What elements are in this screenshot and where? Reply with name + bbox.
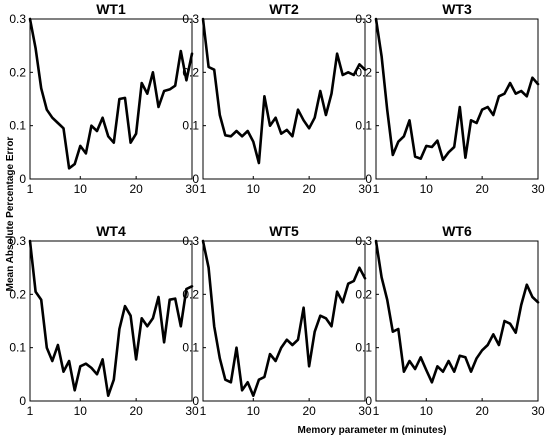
wt1-plot-area: [29, 18, 193, 180]
wt4-plot-area: [29, 240, 193, 402]
wt6-x-tick-label: 10: [420, 404, 434, 418]
wt6-x-tick-label: 1: [373, 404, 380, 418]
wt5-y-tick-label: 0.2: [182, 287, 199, 301]
wt4-x-tick-label: 20: [129, 404, 143, 418]
wt2-x-tick-label: 10: [247, 182, 261, 196]
wt6-y-tick-label: 0.3: [355, 234, 372, 248]
wt2-x-tick-label: 20: [302, 182, 316, 196]
wt4-x-tick-label: 10: [74, 404, 88, 418]
wt4-x-tick-label: 30: [185, 404, 199, 418]
wt3-error-line: [374, 17, 540, 162]
wt6-y-tick-label: 0.1: [355, 341, 372, 355]
wt5-x-tick-label: 1: [200, 404, 207, 418]
wt4-title: WT4: [96, 223, 126, 239]
wt6-x-tick-label: 30: [531, 404, 545, 418]
wt2-y-tick-label: 0.3: [182, 12, 199, 26]
wt2-y-tick-label: 0.2: [182, 65, 199, 79]
wt3-x-tick-label: 1: [373, 182, 380, 196]
wt5-error-line: [201, 239, 367, 398]
wt4-y-tick-label: 0.1: [9, 341, 26, 355]
wt3-x-tick-label: 20: [475, 182, 489, 196]
wt6-x-tick-label: 20: [475, 404, 489, 418]
wt1-y-tick-label: 0.1: [9, 119, 26, 133]
wt6-title: WT6: [442, 223, 472, 239]
wt3-y-tick-label: 0.2: [355, 65, 372, 79]
wt2-plot-area: [202, 18, 366, 180]
wt6-y-tick-label: 0: [365, 394, 372, 408]
wt2-y-tick-label: 0.1: [182, 119, 199, 133]
wt6-plot-area: [375, 240, 539, 402]
wt4-y-tick-label: 0.2: [9, 287, 26, 301]
wt1-title: WT1: [96, 1, 126, 17]
wt1-error-line: [28, 17, 194, 170]
wt1-x-tick-label: 1: [27, 182, 34, 196]
y-axis-label: Mean Absolute Percentage Error: [5, 137, 16, 292]
wt4-error-line: [28, 239, 194, 398]
wt1-x-tick-label: 20: [129, 182, 143, 196]
wt3-y-tick-label: 0: [365, 172, 372, 186]
x-axis-label: Memory parameter m (minutes): [298, 425, 447, 436]
wt1-x-tick-label: 30: [185, 182, 199, 196]
wt5-y-tick-label: 0: [192, 394, 199, 408]
wt2-x-tick-label: 1: [200, 182, 207, 196]
wt4-y-tick-label: 0: [19, 394, 26, 408]
wt4-x-tick-label: 1: [27, 404, 34, 418]
wt6-y-tick-label: 0.2: [355, 287, 372, 301]
wt1-y-tick-label: 0.2: [9, 65, 26, 79]
wt2-error-line: [201, 17, 367, 165]
wt5-x-tick-label: 10: [247, 404, 261, 418]
wt5-y-tick-label: 0.1: [182, 341, 199, 355]
wt1-y-tick-label: 0: [19, 172, 26, 186]
wt6-error-line: [374, 239, 540, 384]
wt4-y-tick-label: 0.3: [9, 234, 26, 248]
wt2-title: WT2: [269, 1, 299, 17]
wt3-y-tick-label: 0.3: [355, 12, 372, 26]
wt5-plot-area: [202, 240, 366, 402]
wt3-y-tick-label: 0.1: [355, 119, 372, 133]
wt5-y-tick-label: 0.3: [182, 234, 199, 248]
wt3-plot-area: [375, 18, 539, 180]
wt5-title: WT5: [269, 223, 299, 239]
wt2-y-tick-label: 0: [192, 172, 199, 186]
wt3-x-tick-label: 10: [420, 182, 434, 196]
wt3-title: WT3: [442, 1, 472, 17]
wt3-x-tick-label: 30: [531, 182, 545, 196]
wt2-x-tick-label: 30: [358, 182, 372, 196]
wt1-y-tick-label: 0.3: [9, 12, 26, 26]
wt1-x-tick-label: 10: [74, 182, 88, 196]
wt5-x-tick-label: 20: [302, 404, 316, 418]
wt5-x-tick-label: 30: [358, 404, 372, 418]
